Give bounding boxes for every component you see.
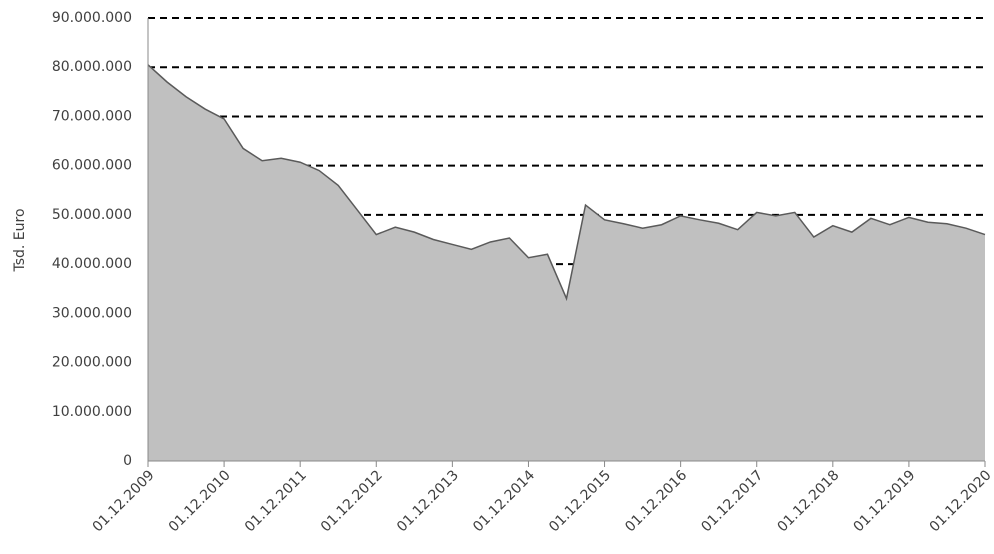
- area: [148, 64, 985, 461]
- x-tick-label: 01.12.2012: [318, 467, 386, 535]
- y-tick-label: 0: [123, 453, 132, 469]
- x-tick-label: 01.12.2015: [546, 467, 614, 535]
- y-tick-label: 10.000.000: [52, 404, 132, 420]
- y-tick-label: 80.000.000: [52, 59, 132, 75]
- x-tick-label: 01.12.2013: [394, 467, 462, 535]
- y-tick-label: 50.000.000: [52, 207, 132, 223]
- x-tick-label: 01.12.2020: [927, 467, 994, 535]
- x-tick-label: 01.12.2018: [774, 467, 842, 535]
- x-tick-label: 01.12.2014: [470, 467, 538, 535]
- y-tick-label: 30.000.000: [52, 305, 132, 321]
- line: [147, 64, 986, 302]
- y-tick-label: 20.000.000: [52, 355, 132, 371]
- y-tick-label: 60.000.000: [52, 158, 132, 174]
- y-tick-label: 90.000.000: [52, 10, 132, 26]
- y-tick-label: 70.000.000: [52, 108, 132, 124]
- x-tick-label: 01.12.2019: [851, 467, 919, 535]
- x-tick-label: 01.12.2009: [90, 467, 158, 535]
- x-tick-label: 01.12.2011: [242, 467, 310, 535]
- x-tick-label: 01.12.2010: [166, 467, 234, 535]
- y-axis-label: Tsd. Euro: [12, 208, 28, 272]
- y-tick-label: 40.000.000: [52, 256, 132, 272]
- x-tick-label: 01.12.2017: [698, 467, 766, 535]
- x-tick-label: 01.12.2016: [622, 467, 690, 535]
